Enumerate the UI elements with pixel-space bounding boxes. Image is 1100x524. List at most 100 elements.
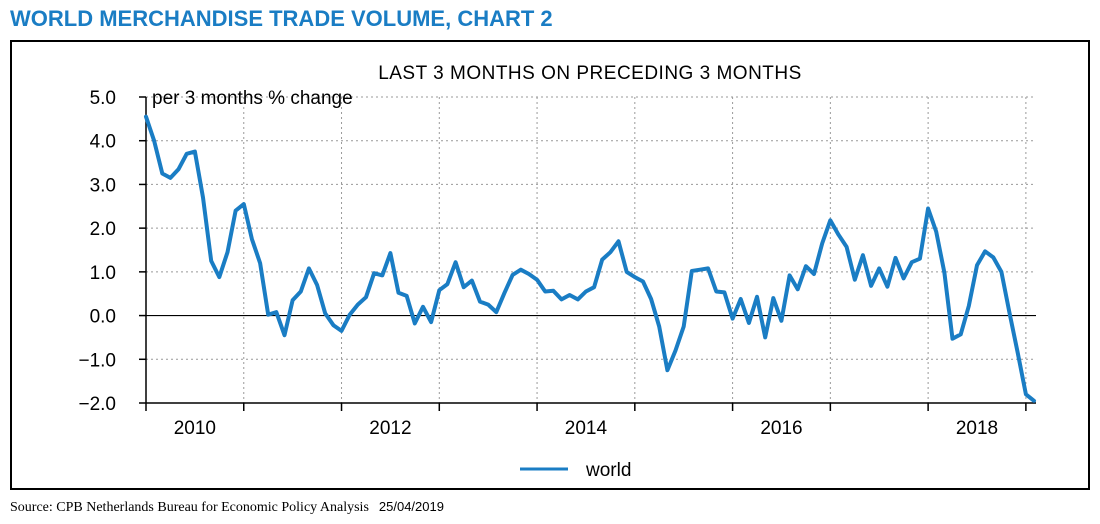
data-point: [992, 256, 995, 259]
data-point: [372, 272, 376, 275]
data-point: [821, 242, 824, 245]
series-line-world: [144, 114, 1036, 403]
data-point: [731, 317, 734, 320]
data-point: [144, 115, 148, 118]
data-point: [397, 291, 400, 294]
x-tick-label: 2012: [369, 418, 411, 439]
data-point: [796, 288, 799, 291]
data-point: [633, 275, 636, 279]
data-point: [519, 268, 522, 271]
data-point: [584, 290, 588, 293]
data-point: [739, 297, 742, 301]
data-point: [340, 329, 343, 333]
data-point: [935, 230, 938, 233]
data-point: [812, 272, 816, 276]
data-point: [845, 245, 848, 249]
data-point: [1000, 270, 1003, 274]
x-tick-labels: 2010 2012 2014 2016 2018: [174, 418, 998, 439]
y-tick-label: 0.0: [90, 307, 116, 328]
data-point: [478, 300, 482, 303]
data-point: [161, 172, 164, 175]
data-point: [356, 303, 359, 306]
data-point: [527, 272, 531, 276]
data-point: [405, 294, 408, 298]
data-point: [1024, 393, 1028, 396]
x-tick-marks: [145, 403, 1027, 411]
data-point: [462, 286, 465, 289]
data-point: [943, 271, 946, 274]
data-point: [1008, 312, 1011, 315]
data-point: [747, 321, 751, 325]
data-point: [299, 290, 302, 293]
data-point: [649, 297, 653, 301]
data-point: [674, 349, 677, 352]
data-point: [690, 269, 693, 273]
data-points: [144, 115, 1036, 402]
page-title: WORLD MERCHANDISE TRADE VOLUME, CHART 2: [10, 6, 553, 31]
data-point: [959, 333, 962, 336]
data-point: [193, 150, 197, 153]
x-tick-label: 2014: [565, 418, 608, 439]
y-tick-label: −2.0: [78, 394, 116, 415]
data-point: [177, 167, 180, 171]
data-point: [625, 270, 628, 274]
data-point: [869, 284, 873, 287]
data-point: [258, 261, 262, 265]
data-point: [788, 274, 791, 277]
data-point: [332, 324, 335, 327]
data-point: [918, 257, 922, 260]
line-chart: 5.04.03.02.01.00.0−1.0−2.0 2010 2012 2014 2…: [78, 63, 1036, 481]
y-tick-label: 2.0: [90, 219, 116, 240]
data-point: [780, 319, 783, 322]
data-point: [454, 261, 457, 264]
data-point: [185, 152, 188, 155]
data-point: [169, 176, 172, 180]
data-point: [389, 251, 392, 255]
data-point: [853, 278, 856, 281]
data-point: [592, 286, 596, 289]
data-point: [250, 237, 254, 241]
source-date: 25/04/2019: [378, 499, 444, 514]
y-tick-marks: [139, 96, 146, 404]
data-point: [967, 304, 970, 308]
data-point: [535, 278, 539, 281]
data-point: [201, 196, 205, 199]
data-point: [715, 290, 718, 293]
data-point: [307, 267, 311, 270]
y-tick-labels: 5.0 4.0 3.0 2.0 1.0 0.0 −1.0 −2.0: [78, 88, 116, 415]
data-point: [829, 219, 832, 222]
data-point: [601, 258, 604, 261]
data-point: [926, 207, 930, 210]
source-note: Source: CPB Netherlands Bureau for Econo…: [10, 499, 444, 516]
data-point: [267, 313, 270, 316]
data-point: [609, 251, 612, 254]
y-tick-label: −1.0: [78, 350, 116, 371]
data-point: [315, 283, 319, 287]
source-text: Source: CPB Netherlands Bureau for Econo…: [10, 500, 369, 515]
data-point: [772, 296, 775, 300]
data-point: [764, 336, 767, 339]
data-point: [755, 295, 759, 298]
data-point: [658, 325, 661, 328]
data-point: [666, 369, 669, 372]
data-point: [723, 291, 726, 294]
data-point: [381, 274, 384, 277]
grid-lines: [146, 96, 1034, 403]
data-point: [364, 296, 368, 299]
data-point: [698, 268, 702, 271]
y-tick-label: 5.0: [90, 88, 116, 109]
data-point: [951, 337, 954, 340]
data-point: [894, 256, 897, 260]
data-point: [470, 279, 474, 282]
chart-frame: 5.0 4.0 3.0 2.0 1.0 0.0 −1.0 −2.0 2010 2012 2014 2…: [10, 40, 1090, 490]
data-point: [1016, 351, 1019, 354]
data-point: [568, 293, 571, 297]
data-point: [324, 312, 327, 315]
data-point: [218, 275, 221, 279]
data-point: [544, 290, 547, 293]
legend-label-world: world: [585, 460, 631, 481]
data-point: [226, 251, 229, 254]
data-point: [283, 334, 286, 337]
data-point: [910, 261, 913, 264]
data-point: [878, 267, 881, 270]
